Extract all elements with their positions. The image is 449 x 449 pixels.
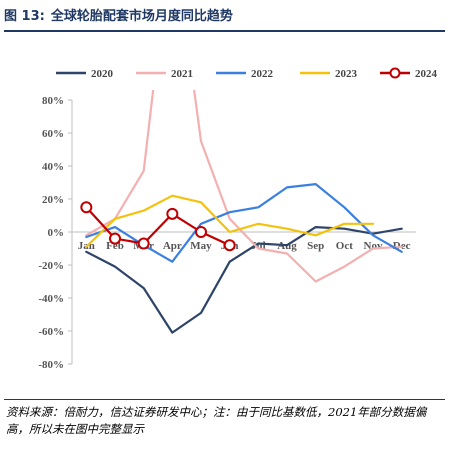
y-tick-label: 80% — [42, 95, 64, 107]
y-tick-label: 20% — [42, 194, 64, 206]
data-point-2024 — [109, 232, 121, 245]
figure-number: 图 13: — [4, 9, 45, 24]
y-tick-label: 0% — [48, 227, 65, 239]
x-tick-label: Sep — [307, 240, 324, 252]
line-chart: 2020 2021 2022 2023 2024 80% 60% 40% 20% 0% -20% -… — [38, 67, 438, 371]
legend-label: 2021 — [171, 68, 193, 80]
data-point-2024 — [80, 201, 93, 214]
series-line-2023 — [85, 194, 375, 248]
legend-item-2020: 2020 — [56, 68, 114, 80]
series-layer — [80, 90, 403, 334]
y-axis: 80% 60% 40% 20% 0% -20% -40% -60% -80% — [38, 95, 73, 371]
source-note: 资料来源：倍耐力，信达证券研发中心；注：由于同比基数低，2021年部分数据偏高，… — [6, 405, 427, 436]
x-tick-label: May — [190, 240, 212, 252]
data-point-2024 — [195, 226, 207, 238]
footer-divider — [4, 399, 445, 400]
y-tick-label: 60% — [42, 128, 64, 140]
series-line-2020 — [85, 226, 403, 334]
data-point-2024 — [223, 239, 236, 252]
x-tick-label: Apr — [163, 240, 182, 252]
x-tick-label: Feb — [106, 240, 124, 252]
title-divider — [4, 30, 445, 32]
series-2023 — [85, 194, 375, 248]
data-point-2024 — [137, 237, 150, 250]
y-tick-label: -20% — [38, 260, 64, 272]
legend-label: 2020 — [91, 68, 114, 80]
legend-label: 2023 — [335, 68, 358, 80]
legend-item-2022: 2022 — [216, 68, 274, 80]
y-tick-label: -40% — [38, 293, 64, 305]
legend-label: 2022 — [251, 68, 274, 80]
y-tick-label: 40% — [42, 161, 64, 173]
y-tick-label: -60% — [38, 326, 64, 338]
series-line-2021 — [85, 90, 403, 283]
legend-marker — [389, 67, 401, 79]
legend-item-2024: 2024 — [380, 67, 438, 80]
legend-item-2021: 2021 — [136, 68, 193, 80]
series-2024 — [80, 201, 236, 252]
x-tick-label: Nov — [364, 240, 383, 252]
legend-item-2023: 2023 — [300, 68, 358, 80]
legend-label: 2024 — [415, 68, 438, 80]
series-2021 — [85, 90, 403, 283]
figure-title: 图 13: 全球轮胎配套市场月度同比趋势 — [4, 6, 445, 28]
chart-legend: 2020 2021 2022 2023 2024 — [56, 67, 438, 80]
series-2020 — [85, 226, 403, 334]
x-tick-label: Oct — [336, 240, 353, 252]
figure-title-text: 全球轮胎配套市场月度同比趋势 — [50, 9, 233, 24]
data-point-2024 — [166, 207, 179, 220]
y-tick-label: -80% — [38, 359, 64, 371]
